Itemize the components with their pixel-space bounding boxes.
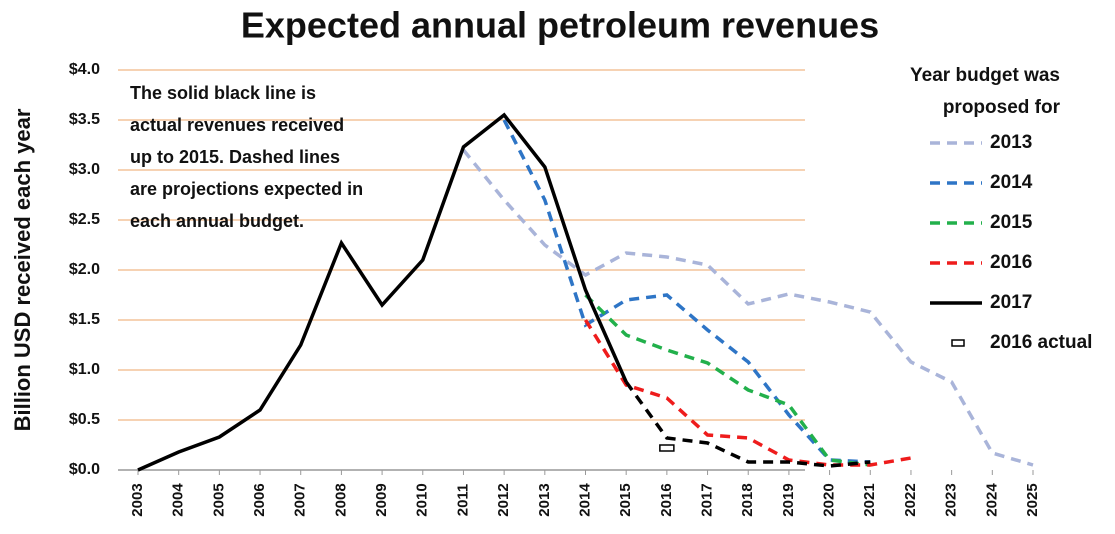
x-tick-label: 2016: [658, 483, 675, 516]
x-tick-label: 2010: [414, 483, 431, 516]
x-tick-label: 2021: [861, 483, 878, 516]
annotation: up to 2015. Dashed lines: [130, 147, 340, 167]
y-tick-label: $0.0: [69, 461, 100, 478]
series-line: [137, 112, 628, 472]
y-tick-label: $3.0: [69, 161, 100, 178]
x-tick-label: 2011: [454, 484, 471, 517]
x-tick-label: 2008: [332, 483, 349, 516]
y-tick-label: $1.5: [69, 311, 100, 328]
y-tick-label: $1.0: [69, 361, 100, 378]
series-line: [462, 148, 1034, 467]
x-tick-label: 2014: [576, 483, 593, 517]
legend-label: 2015: [990, 212, 1033, 233]
legend-label: 2013: [990, 132, 1032, 153]
x-tick-label: 2022: [902, 483, 919, 516]
legend-label: 2014: [990, 172, 1033, 193]
x-tick-label: 2020: [821, 483, 838, 516]
x-tick-label: 2025: [1024, 483, 1041, 516]
y-tick-label: $0.5: [69, 411, 100, 428]
y-tick-label: $2.5: [69, 211, 100, 228]
annotation: actual revenues received: [130, 115, 344, 135]
x-tick-label: 2007: [292, 483, 309, 516]
series-line: [584, 319, 912, 467]
y-tick-label: $3.5: [69, 111, 100, 128]
x-tick-label: 2017: [699, 483, 716, 516]
x-tick-label: 2018: [739, 483, 756, 516]
legend-label: 2016 actual: [990, 332, 1092, 353]
x-tick-label: 2024: [983, 483, 1000, 517]
y-tick-label: $4.0: [69, 61, 100, 78]
series-line: [584, 293, 871, 467]
y-tick-label: $2.0: [69, 261, 100, 278]
x-tick-label: 2006: [251, 483, 268, 516]
x-tick-label: 2003: [129, 483, 146, 516]
x-tick-label: 2015: [617, 483, 634, 516]
y-axis-label: Billion USD received each year: [10, 108, 35, 431]
legend-title: Year budget was: [910, 65, 1060, 86]
x-tick-label: 2009: [373, 483, 390, 516]
legend-label: 2016: [990, 252, 1032, 273]
annotation: The solid black line is: [130, 83, 316, 103]
annotation: are projections expected in: [130, 179, 363, 199]
x-tick-label: 2013: [536, 483, 553, 516]
chart-title: Expected annual petroleum revenues: [241, 5, 879, 46]
marker: [659, 444, 675, 452]
x-tick-label: 2019: [780, 483, 797, 516]
legend-marker: [951, 339, 965, 347]
x-tick-label: 2004: [170, 483, 187, 517]
x-tick-label: 2023: [943, 483, 960, 516]
series-line: [624, 380, 871, 468]
legend-label: 2017: [990, 292, 1032, 313]
legend-title: proposed for: [943, 97, 1061, 118]
x-tick-label: 2005: [210, 483, 227, 516]
x-tick-label: 2012: [495, 483, 512, 516]
series-line: [502, 119, 871, 464]
annotation: each annual budget.: [130, 211, 304, 231]
